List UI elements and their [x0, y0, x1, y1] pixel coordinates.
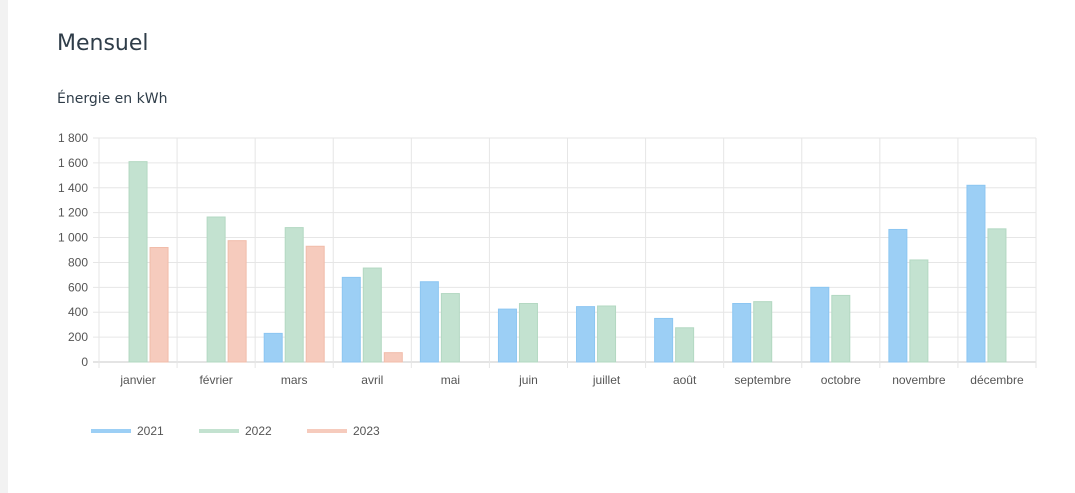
bar-2023-avril[interactable]: [383, 352, 403, 363]
x-tick-label: janvier: [119, 373, 155, 387]
x-tick-label: avril: [361, 373, 383, 387]
y-axis-ticks: 0 200 400 600 800 1 000 1 200 1 400 1 600 1 800: [58, 131, 88, 369]
y-tick-label: 400: [68, 305, 88, 319]
bar-2021-mai[interactable]: [419, 281, 439, 363]
bar-2022-mai[interactable]: [440, 293, 460, 363]
bar-2022-juillet[interactable]: [597, 305, 617, 363]
bar-2021-novembre[interactable]: [888, 228, 908, 363]
y-tick-label: 800: [68, 255, 88, 269]
bar-2022-avril[interactable]: [362, 267, 382, 363]
y-tick-label: 1 400: [58, 181, 88, 195]
chart-grid: [93, 137, 1037, 368]
y-tick-label: 0: [81, 355, 88, 369]
legend-label-2021[interactable]: 2021: [137, 424, 164, 438]
x-axis-ticks: janvier février mars avril mai juin juillet aoû…: [119, 373, 1024, 387]
bar-2022-août[interactable]: [675, 327, 695, 363]
bar-2022-mars[interactable]: [284, 227, 304, 363]
bar-2022-octobre[interactable]: [831, 294, 851, 363]
x-tick-label: mars: [281, 373, 308, 387]
x-tick-label: février: [199, 373, 232, 387]
bar-2021-juillet[interactable]: [576, 306, 596, 363]
page-title: Mensuel: [57, 31, 149, 56]
y-tick-label: 1 000: [58, 231, 88, 245]
y-tick-label: 600: [68, 280, 88, 294]
y-tick-label: 1 800: [58, 131, 88, 145]
legend-label-2022[interactable]: 2022: [245, 424, 272, 438]
bar-2021-mars[interactable]: [263, 332, 283, 363]
legend-label-2023[interactable]: 2023: [353, 424, 380, 438]
y-tick-label: 1 200: [58, 206, 88, 220]
bar-2023-mars[interactable]: [305, 245, 325, 363]
bar-2021-avril[interactable]: [341, 276, 361, 363]
bar-2022-février[interactable]: [206, 216, 226, 363]
y-tick-label: 200: [68, 330, 88, 344]
legend-swatch-2021: [91, 429, 131, 433]
bar-2022-septembre[interactable]: [753, 301, 773, 363]
chart-bars: [128, 161, 1007, 363]
bar-2023-février[interactable]: [227, 240, 247, 363]
bar-2022-juin[interactable]: [518, 303, 538, 363]
bar-2021-octobre[interactable]: [810, 286, 830, 363]
bar-2022-janvier[interactable]: [128, 161, 148, 363]
bar-2021-août[interactable]: [654, 317, 674, 363]
x-tick-label: novembre: [892, 373, 946, 387]
x-tick-label: décembre: [970, 373, 1024, 387]
legend-swatch-2023: [307, 429, 347, 433]
x-tick-label: septembre: [734, 373, 791, 387]
bar-2021-décembre[interactable]: [966, 184, 986, 363]
bar-2021-septembre[interactable]: [732, 303, 752, 363]
chart-subtitle: Énergie en kWh: [57, 91, 168, 107]
y-tick-label: 1 600: [58, 156, 88, 170]
x-tick-label: mai: [441, 373, 460, 387]
bar-2022-décembre[interactable]: [987, 228, 1007, 363]
x-tick-label: juin: [518, 373, 538, 387]
bar-2023-janvier[interactable]: [149, 247, 169, 363]
legend-swatch-2022: [199, 429, 239, 433]
x-tick-label: août: [673, 373, 697, 387]
bar-2022-novembre[interactable]: [909, 259, 929, 363]
x-tick-label: octobre: [821, 373, 861, 387]
x-tick-label: juillet: [592, 373, 621, 387]
chart-legend: 2021 2022 2023: [91, 424, 380, 438]
bar-2021-juin[interactable]: [497, 308, 517, 363]
